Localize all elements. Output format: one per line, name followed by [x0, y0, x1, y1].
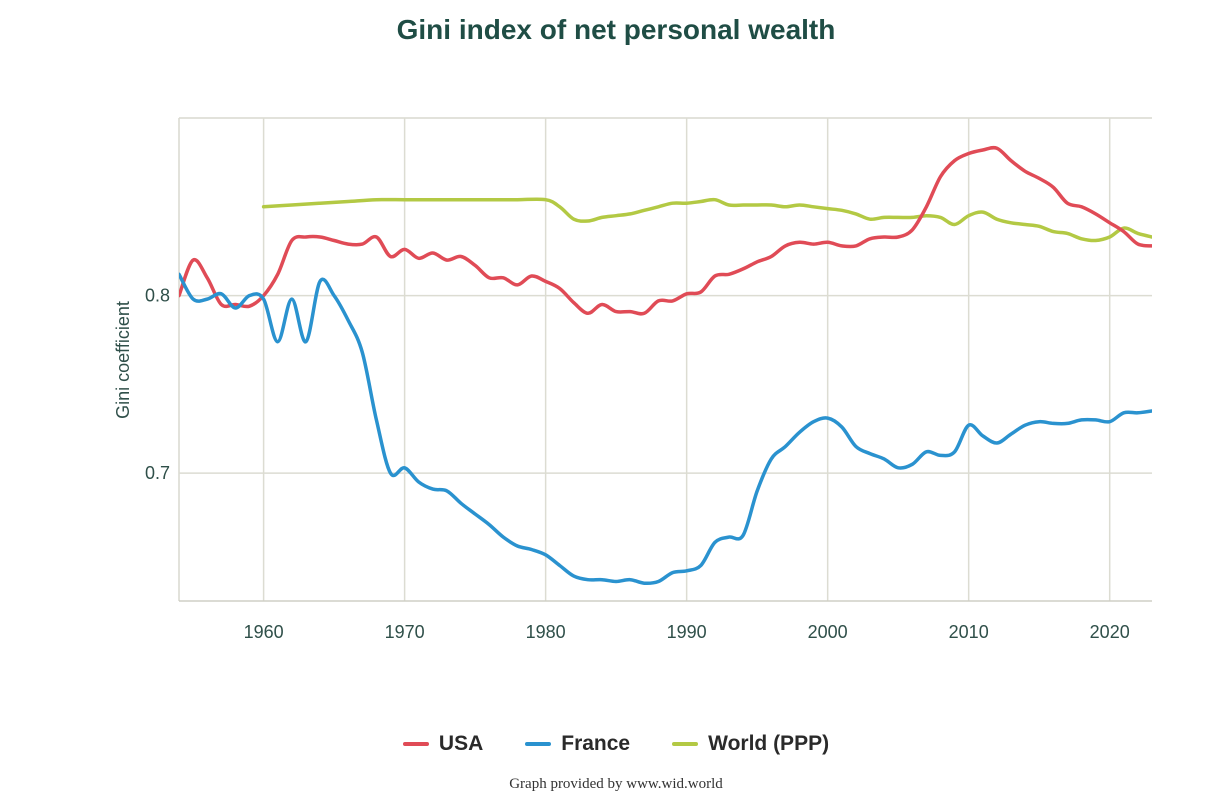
x-tick-label-2000: 2000 [808, 622, 848, 642]
legend-label-usa: USA [438, 732, 484, 755]
x-tick-label-1970: 1970 [385, 622, 425, 642]
legend-item-world[interactable]: World (PPP) [672, 732, 829, 756]
legend-item-france[interactable]: France [525, 732, 630, 756]
legend-item-usa[interactable]: USA [402, 732, 484, 756]
series-line-france [179, 272, 1152, 586]
y-tick-label-0.7: 0.7 [145, 463, 170, 483]
chart-title: Gini index of net personal wealth [396, 14, 836, 45]
legend: USA France World (PPP) [0, 732, 1232, 756]
x-tick-label-1980: 1980 [526, 622, 566, 642]
legend-label-world: World (PPP) [708, 732, 830, 755]
credit-text: Graph provided by www.wid.world [509, 776, 723, 792]
x-tick-label-2020: 2020 [1090, 622, 1130, 642]
y-tick-label-0.8: 0.8 [145, 286, 170, 306]
legend-label-france: France [561, 732, 631, 755]
x-tick-label-1990: 1990 [667, 622, 707, 642]
y-axis-label: Gini coefficient [113, 301, 133, 419]
x-tick-label-2010: 2010 [949, 622, 989, 642]
legend-swatch-usa [402, 742, 429, 746]
legend-swatch-france [525, 742, 552, 746]
series-line-world [261, 197, 1152, 243]
series-line-usa [179, 145, 1152, 316]
legend-swatch-world [672, 742, 699, 746]
x-tick-label-1960: 1960 [244, 622, 284, 642]
